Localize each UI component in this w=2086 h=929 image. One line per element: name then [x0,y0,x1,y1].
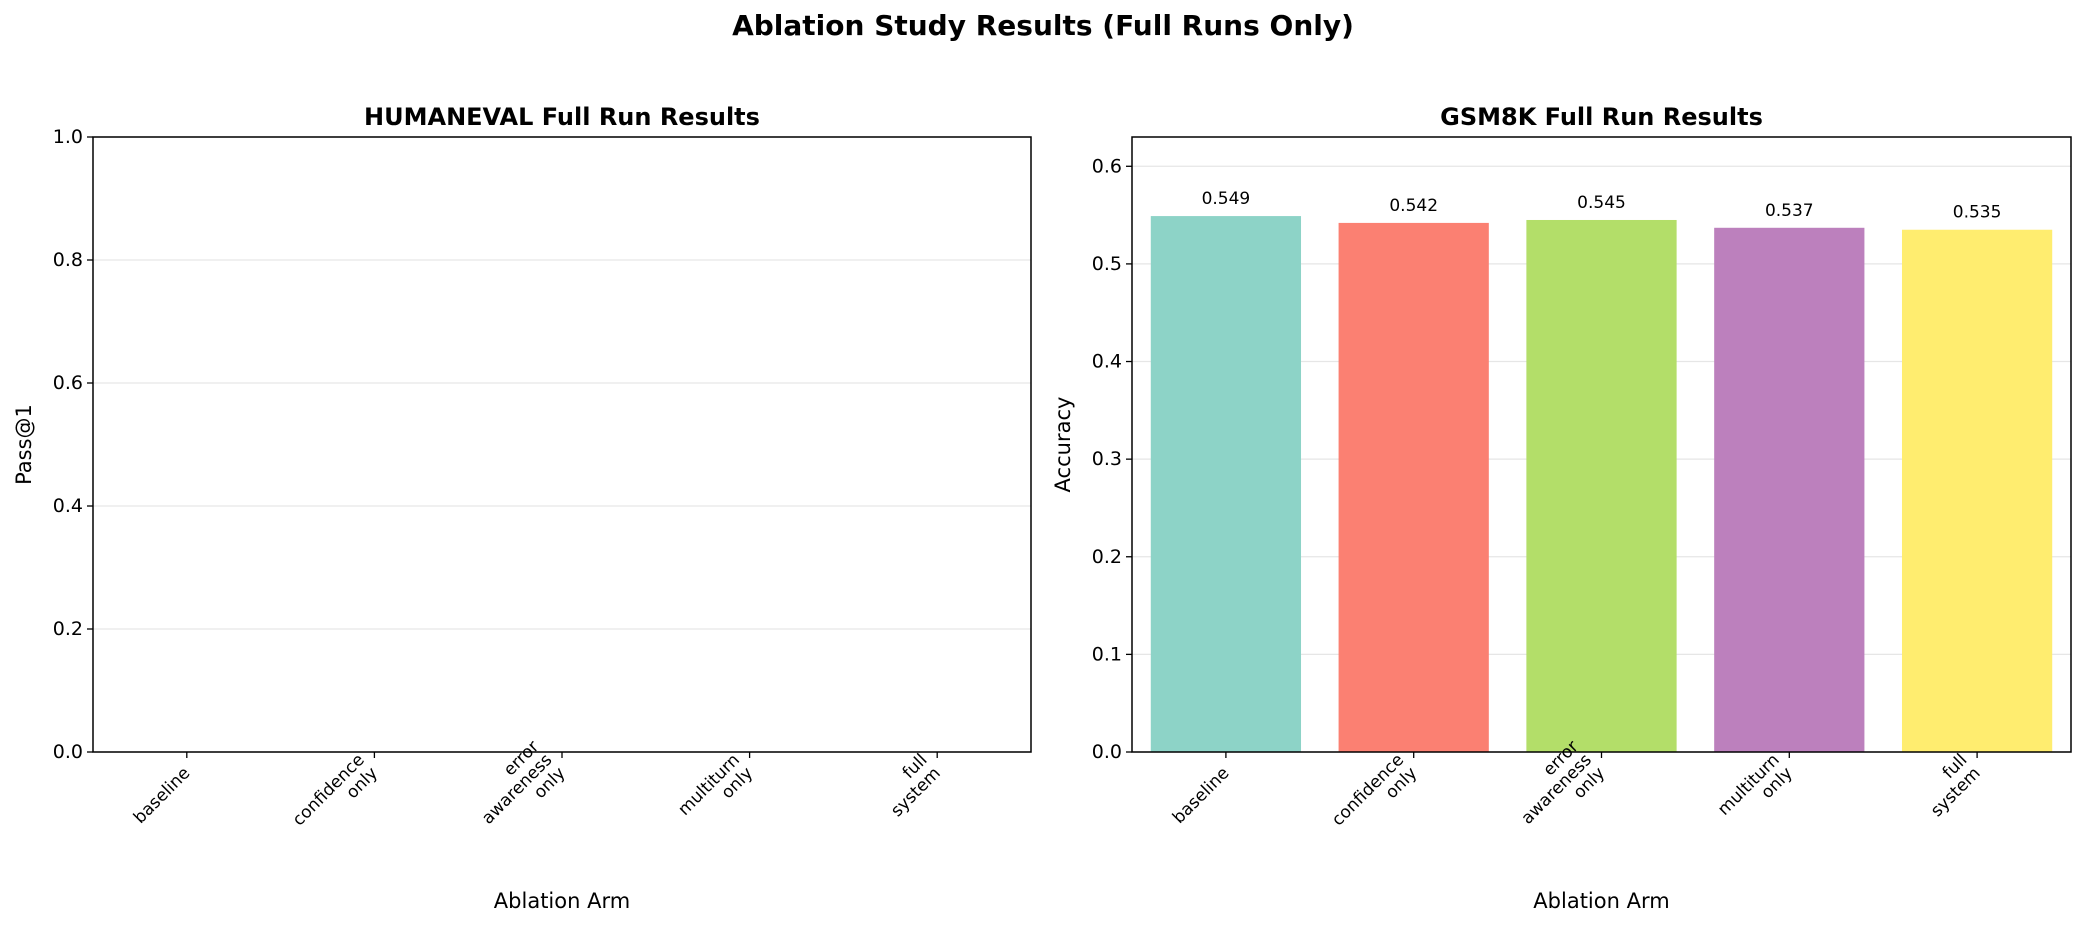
y-tick-label: 0.3 [1092,448,1122,470]
subplot-title: HUMANEVAL Full Run Results [364,103,760,131]
y-tick-label: 0.6 [53,372,83,394]
subplot: 0.0 0.2 0.4 0.6 0.8 1.0 baseline confidenceonly… [12,103,1032,913]
y-tick-label: 0.1 [1092,643,1122,665]
y-tick-label: 0.4 [53,495,83,517]
x-tick-label: multiturnonly [674,750,757,833]
bar [1901,229,2053,752]
y-axis-label: Pass@1 [12,404,36,485]
plot-frame [1131,136,2072,753]
y-tick-label: 0.0 [1092,741,1122,763]
x-tick-label: confidenceonly [289,750,382,843]
plot-frame [92,136,1032,753]
x-tick-label: confidenceonly [1328,750,1421,843]
y-tick-label: 0.2 [53,618,83,640]
bar [1714,227,1865,753]
value-label: 0.549 [1202,189,1251,209]
y-tick-label: 1.0 [53,126,83,148]
x-tick-label: multiturnonly [1714,750,1797,833]
subplot: 0.0 0.1 0.2 0.3 0.4 0.5 0.6 0.549 baseline 0.542 c… [1051,103,2072,913]
y-tick-label: 0.4 [1092,351,1122,373]
bar [1338,222,1489,752]
y-tick-label: 0.2 [1092,546,1122,568]
y-tick-label: 0.5 [1092,253,1122,275]
subplot-title: GSM8K Full Run Results [1440,103,1763,131]
x-tick-label: baseline [1169,763,1234,828]
figure-title: Ablation Study Results (Full Runs Only) [732,9,1354,42]
x-tick-label: fullsystem [1914,750,1985,821]
y-tick-label: 0.6 [1092,155,1122,177]
bar [1526,219,1677,752]
y-tick-label: 0.8 [53,249,83,271]
x-tick-label: fullsystem [874,750,945,821]
value-label: 0.545 [1577,193,1626,213]
x-tick-label: baseline [130,763,195,828]
value-label: 0.542 [1389,196,1438,216]
y-axis-label: Accuracy [1051,397,1075,493]
value-label: 0.535 [1953,203,2002,223]
bar [1150,216,1302,753]
y-tick-label: 0.0 [53,741,83,763]
x-axis-label: Ablation Arm [494,889,630,913]
x-axis-label: Ablation Arm [1533,889,1669,913]
value-label: 0.537 [1765,201,1814,221]
